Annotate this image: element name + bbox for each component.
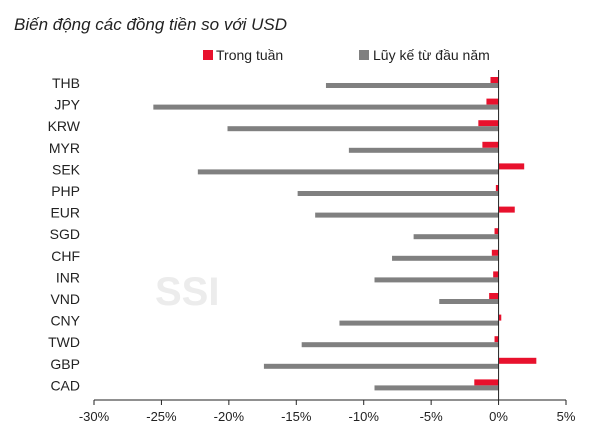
legend-swatch-trong-tuan	[203, 50, 213, 60]
bar-luy-ke-tu-dau-nam-krw	[227, 126, 499, 132]
bar-trong-tuan-gbp	[498, 357, 537, 364]
legend: Trong tuần Lũy kế từ đầu năm	[203, 47, 490, 63]
bar-luy-ke-tu-dau-nam-thb	[325, 83, 499, 88]
bar-luy-ke-tu-dau-nam-gbp	[263, 363, 499, 369]
bars	[153, 77, 537, 391]
bar-trong-tuan-cad	[474, 379, 499, 386]
bar-luy-ke-tu-dau-nam-vnd	[439, 299, 499, 304]
bar-trong-tuan-thb	[490, 77, 499, 83]
bar-luy-ke-tu-dau-nam-chf	[392, 255, 499, 261]
category-label-eur: EUR	[50, 205, 80, 221]
x-tick-label: -30%	[79, 409, 110, 424]
category-label-thb: THB	[52, 75, 80, 91]
bar-trong-tuan-myr	[482, 141, 499, 148]
chart-title: Biến động các đồng tiền so với USD	[14, 15, 287, 34]
bar-luy-ke-tu-dau-nam-sek	[197, 169, 499, 175]
bar-luy-ke-tu-dau-nam-cny	[339, 320, 499, 326]
bar-trong-tuan-krw	[478, 120, 499, 127]
bar-trong-tuan-sgd	[494, 228, 499, 235]
x-tick-label: -15%	[281, 409, 312, 424]
bar-trong-tuan-php	[495, 185, 499, 191]
bar-luy-ke-tu-dau-nam-twd	[301, 342, 499, 348]
bar-trong-tuan-vnd	[489, 293, 499, 299]
category-label-sek: SEK	[52, 161, 81, 177]
category-label-jpy: JPY	[54, 97, 80, 113]
watermark-ssi: SSI	[155, 270, 219, 314]
category-label-chf: CHF	[51, 248, 80, 264]
x-tick-label: 0%	[489, 409, 508, 424]
category-label-inr: INR	[56, 269, 80, 285]
bar-trong-tuan-jpy	[486, 98, 499, 105]
category-label-twd: TWD	[48, 334, 80, 350]
bar-trong-tuan-inr	[493, 271, 499, 278]
category-label-php: PHP	[51, 183, 80, 199]
category-label-myr: MYR	[49, 140, 80, 156]
x-tick-label: -25%	[146, 409, 177, 424]
x-tick-label: -20%	[214, 409, 245, 424]
x-axis: -30% -25% -20% -15% -10% -5% 0% 5%	[79, 70, 576, 424]
x-tick-label: 5%	[557, 409, 576, 424]
bar-trong-tuan-sek	[498, 163, 525, 170]
bar-luy-ke-tu-dau-nam-eur	[315, 212, 499, 218]
bar-trong-tuan-twd	[494, 336, 499, 343]
bar-trong-tuan-cny	[498, 314, 502, 321]
bar-trong-tuan-chf	[491, 249, 499, 256]
bar-luy-ke-tu-dau-nam-jpy	[153, 104, 499, 110]
x-tick-label: -5%	[420, 409, 444, 424]
x-tick-label: -10%	[349, 409, 380, 424]
bar-trong-tuan-eur	[498, 206, 515, 213]
legend-label-trong-tuan: Trong tuần	[216, 47, 283, 63]
bar-luy-ke-tu-dau-nam-sgd	[413, 234, 499, 240]
bar-luy-ke-tu-dau-nam-cad	[374, 385, 499, 391]
bar-luy-ke-tu-dau-nam-php	[297, 191, 499, 196]
legend-swatch-luy-ke	[359, 50, 369, 60]
category-labels: THB JPY KRW MYR SEK PHP EUR SGD CHF INR VND CNY TWD G…	[48, 75, 81, 393]
category-label-vnd: VND	[50, 291, 80, 307]
bar-luy-ke-tu-dau-nam-myr	[348, 147, 499, 153]
bar-luy-ke-tu-dau-nam-inr	[374, 277, 499, 283]
legend-label-luy-ke: Lũy kế từ đầu năm	[373, 47, 490, 63]
category-label-sgd: SGD	[50, 226, 80, 242]
category-label-gbp: GBP	[50, 356, 80, 372]
category-label-cad: CAD	[50, 377, 80, 393]
category-label-cny: CNY	[50, 313, 80, 329]
category-label-krw: KRW	[48, 118, 81, 134]
